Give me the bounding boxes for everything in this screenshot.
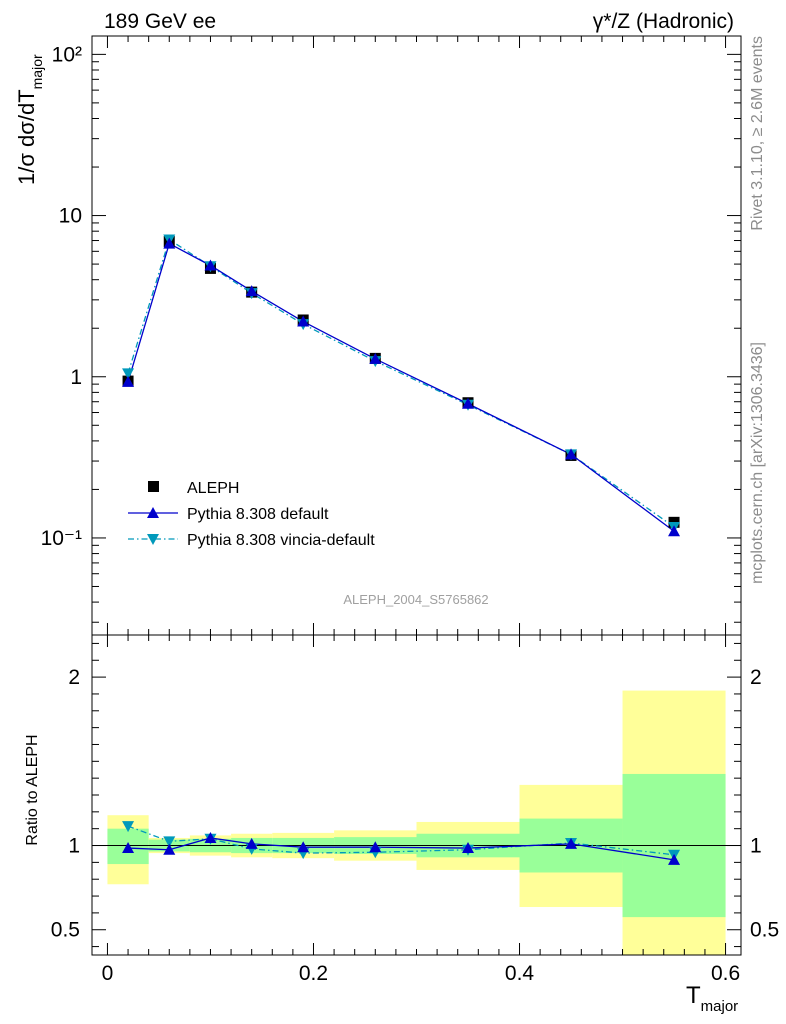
ratio-point-default [297,841,310,853]
side-label-mcplots: mcplots.cern.ch [arXiv:1306.3436] [749,342,766,584]
ratio-bands [92,690,741,955]
ratio-point-default [565,837,578,849]
main-point-default [245,285,258,297]
analysis-id: ALEPH_2004_S5765862 [343,592,488,607]
main-point-default [565,448,578,460]
axis-ticks [92,36,741,955]
main-y-tick-label: 1 [70,366,82,389]
main-point-default [462,397,475,409]
main-y-tick-label: 10 [59,205,82,228]
ratio-point-vincia [163,836,176,848]
ratio-y-tick-label: 1 [68,835,80,858]
ratio-point-default [204,831,217,843]
legend-label-aleph: ALEPH [187,480,239,497]
x-tick-label: 0.2 [299,962,328,985]
ratio-point-default [462,842,475,854]
ratio-y-tick-label: 2 [68,666,80,689]
legend: ALEPH Pythia 8.308 default Pythia 8.308 … [128,480,375,549]
ratio-frame [91,634,742,956]
ratio-y-tick-label-right: 0.5 [750,919,779,942]
ratio-point-vincia [122,821,135,833]
ratio-y-tick-label-right: 2 [750,666,762,689]
x-axis-label: Tmajor [686,982,738,1015]
series-layer [122,234,681,865]
x-tick-label: 0.6 [711,962,740,985]
main-point-default [369,352,382,364]
main-point-default [297,315,310,327]
tick-labels: 0 0.2 0.4 0.6 10⁻¹ 1 10 10² 0.5 0.5 1 1 2 2 [41,43,780,985]
main-point-default [163,237,176,249]
legend-label-vincia: Pythia 8.308 vincia-default [187,532,375,549]
legend-marker-default [147,507,159,518]
x-tick-label: 0.4 [505,962,535,985]
ratio-point-default [668,853,681,865]
header-right: γ*/Z (Hadronic) [593,10,734,33]
ratio-point-default [163,843,176,855]
ratio-point-default [369,841,382,853]
side-label-rivet: Rivet 3.1.10, ≥ 2.6M events [749,36,766,231]
x-tick-label: 0 [102,962,114,985]
main-point-default [204,259,217,271]
ratio-y-tick-label: 0.5 [51,919,80,942]
ratio-point-default [122,842,135,854]
legend-marker-aleph [148,481,159,492]
legend-label-default: Pythia 8.308 default [187,506,329,523]
ratio-point-default [245,837,258,849]
legend-marker-vincia [147,534,159,545]
main-point-default [668,525,681,537]
main-ylabel: 1/σ dσ/dTmajor [14,54,45,185]
ratio-ylabel: Ratio to ALEPH [24,734,41,845]
main-y-tick-label: 10⁻¹ [41,527,82,550]
main-point-default [122,375,135,387]
main-y-tick-label: 10² [52,43,82,66]
main-point-vincia [122,368,135,380]
header-left: 189 GeV ee [104,10,216,33]
ratio-y-tick-label-right: 1 [750,835,762,858]
